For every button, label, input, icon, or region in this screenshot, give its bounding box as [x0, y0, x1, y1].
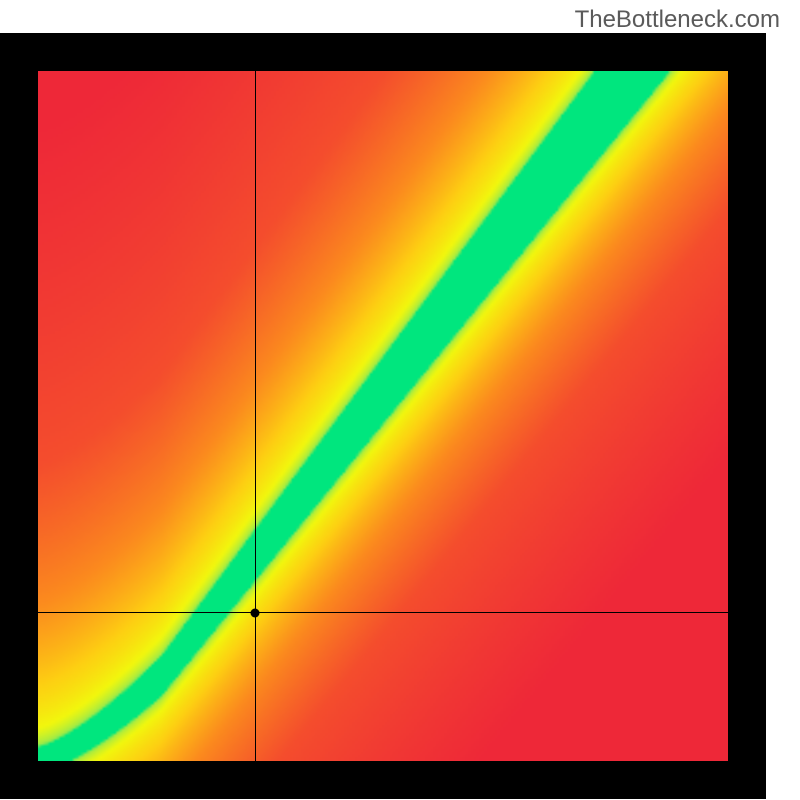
chart-container: TheBottleneck.com: [0, 0, 800, 800]
watermark-text: TheBottleneck.com: [575, 6, 780, 34]
marker-point: [251, 608, 260, 617]
heatmap-plot-area: [38, 71, 728, 761]
crosshair-vertical: [255, 71, 256, 761]
crosshair-horizontal: [38, 612, 728, 613]
heatmap-canvas: [38, 71, 728, 761]
